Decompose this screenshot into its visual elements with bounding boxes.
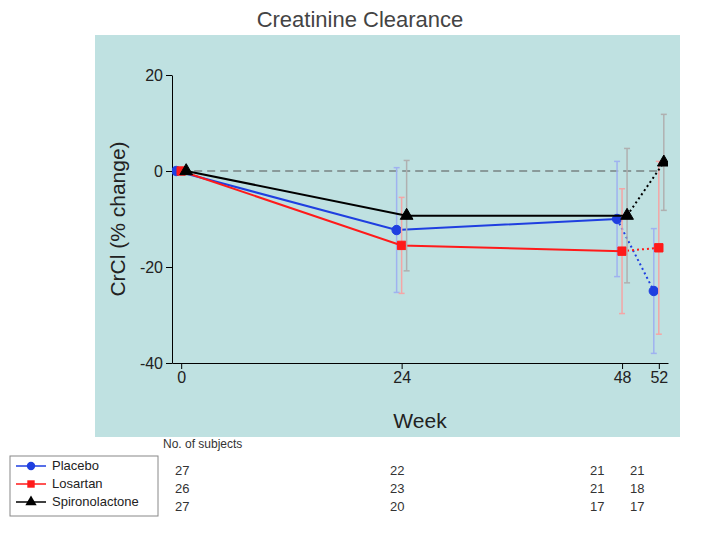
x-tick-mark xyxy=(659,363,660,369)
marker xyxy=(397,241,405,249)
title: Creatinine Clearance xyxy=(257,7,464,32)
legend-box xyxy=(10,456,158,516)
y-tick-mark xyxy=(166,363,172,364)
y-tick-label: -40 xyxy=(140,355,163,372)
y-tick-mark xyxy=(166,171,172,172)
x-axis: 0 24 48 52 xyxy=(173,363,669,386)
marker xyxy=(655,244,663,252)
marker xyxy=(392,225,401,234)
x-axis-line xyxy=(173,363,669,364)
x-tick-mark xyxy=(181,363,182,369)
x-tick-label: 0 xyxy=(177,369,186,386)
y-tick: -20 xyxy=(140,259,172,276)
table-cell: 26 xyxy=(175,481,189,496)
y-tick-mark xyxy=(166,267,172,268)
legend-marker xyxy=(27,462,35,470)
marker xyxy=(649,286,658,295)
x-tick-label: 52 xyxy=(650,369,668,386)
reference-line xyxy=(181,170,659,171)
x-tick: 0 xyxy=(177,363,186,386)
x-tick: 48 xyxy=(614,363,632,386)
chart: Creatinine Clearance -40 -20 0 20 0 24 48 52 CrCl… xyxy=(0,0,720,540)
x-axis-title: Week xyxy=(393,409,447,432)
y-tick: 0 xyxy=(154,163,172,180)
legend-marker xyxy=(25,495,36,505)
marker xyxy=(621,208,634,219)
marker xyxy=(400,208,413,219)
table-cell: 21 xyxy=(590,481,604,496)
table-cell: 17 xyxy=(590,499,604,514)
table-cell: 22 xyxy=(390,463,404,478)
y-axis-title: CrCl (% change) xyxy=(106,141,129,296)
table-cell: 21 xyxy=(630,463,644,478)
marker xyxy=(180,164,193,175)
table-cell: 17 xyxy=(630,499,644,514)
legend-label: Placebo xyxy=(52,458,99,473)
y-tick-label: -20 xyxy=(140,259,163,276)
table-cell: 20 xyxy=(390,499,404,514)
series-line xyxy=(176,171,617,230)
y-axis: -40 -20 0 20 xyxy=(140,67,173,372)
table-header: No. of subjects xyxy=(163,437,242,451)
y-tick-label: 0 xyxy=(154,163,163,180)
plot-area xyxy=(172,114,668,353)
legend-label: Spironolactone xyxy=(52,494,139,509)
y-tick: 20 xyxy=(145,67,172,84)
x-tick: 52 xyxy=(650,363,668,386)
y-tick: -40 xyxy=(140,355,172,372)
x-tick-mark xyxy=(622,363,623,369)
x-tick-mark xyxy=(402,363,403,369)
x-tick-label: 24 xyxy=(393,369,411,386)
panel xyxy=(95,35,680,437)
legend-label: Losartan xyxy=(52,476,103,491)
table-cell: 27 xyxy=(175,499,189,514)
legend: Placebo Losartan Spironolactone xyxy=(10,456,158,516)
y-tick-mark xyxy=(166,75,172,76)
legend-marker xyxy=(27,480,34,487)
subjects-table: No. of subjects 27 22 21 21 26 23 21 18 27 20 17 17 xyxy=(163,437,644,514)
table-cell: 21 xyxy=(590,463,604,478)
x-tick: 24 xyxy=(393,363,411,386)
table-cell: 23 xyxy=(390,481,404,496)
y-tick-label: 20 xyxy=(145,67,163,84)
marker xyxy=(618,247,626,255)
y-axis-line xyxy=(172,76,173,364)
table-cell: 18 xyxy=(630,481,644,496)
x-tick-label: 48 xyxy=(614,369,632,386)
marker xyxy=(657,155,668,166)
table-cell: 27 xyxy=(175,463,189,478)
series-line-last xyxy=(627,162,664,215)
